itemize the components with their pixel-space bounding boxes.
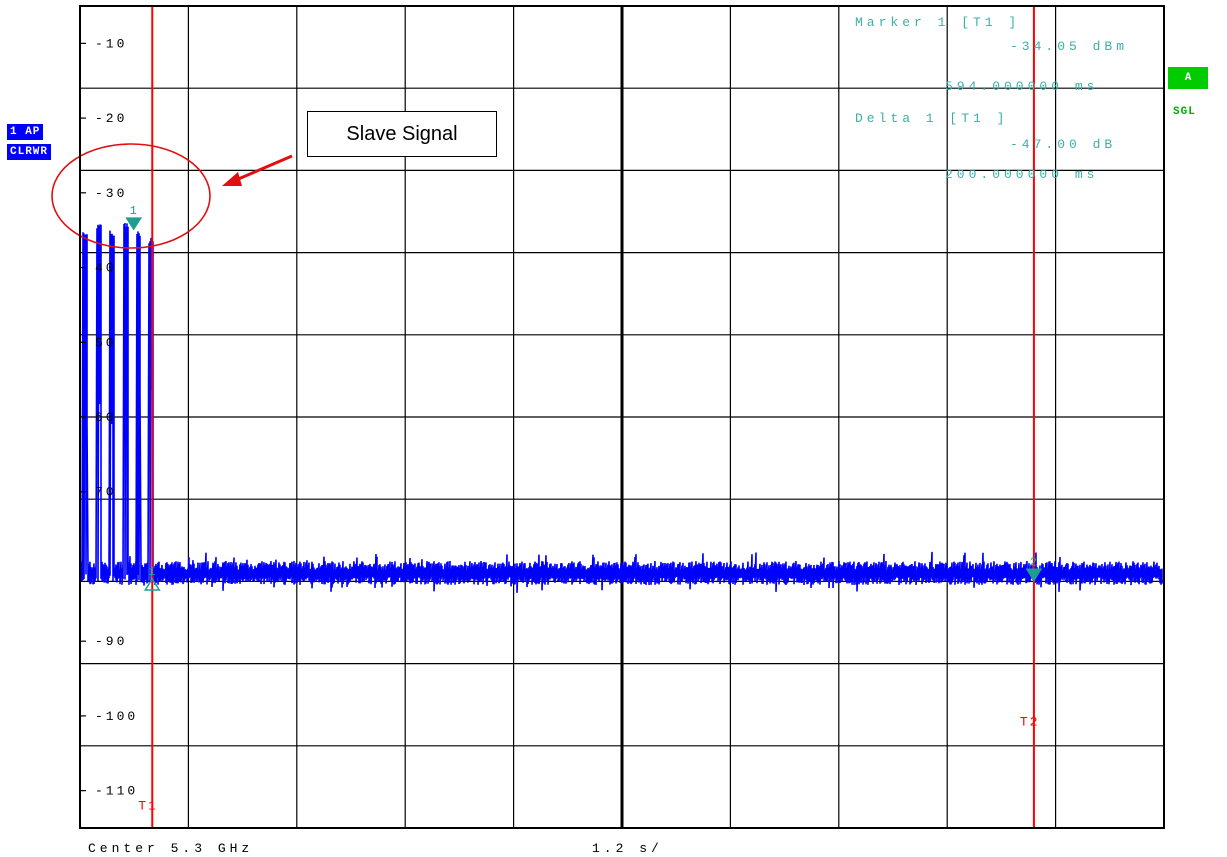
marker-1	[125, 217, 143, 231]
marker-symbols: 1 1 2	[125, 204, 1043, 591]
delta-time: 200.000000 ms	[945, 167, 1098, 182]
delta-marker-1	[143, 577, 161, 591]
sweep-mode-label: SGL	[1173, 106, 1196, 118]
y-tick-label: -100	[95, 709, 138, 724]
delta-title: Delta 1 [T1 ]	[855, 111, 1008, 126]
marker-info: Marker 1 [T1 ] -34.05 dBm 594.000000 ms Del…	[855, 15, 1128, 182]
annotation-marks	[51, 143, 293, 249]
y-tick-label: -20	[95, 111, 127, 126]
grid	[80, 6, 1164, 828]
y-tick-label: -110	[95, 784, 138, 799]
center-frequency-label: Center 5.3 GHz	[88, 841, 254, 856]
marker-title: Marker 1 [T1 ]	[855, 15, 1020, 30]
trace-badge-ap: 1 AP	[7, 124, 44, 140]
callout-arrowhead	[222, 172, 242, 186]
y-tick-label: 50	[95, 335, 117, 350]
y-tick-label: -30	[95, 186, 127, 201]
marker-time: 594.000000 ms	[945, 79, 1098, 94]
marker-1-label: 1	[130, 204, 137, 218]
y-tick-label: -10	[95, 36, 127, 51]
plot-frame	[79, 5, 1165, 829]
sweep-time-label: 1.2 s/	[592, 841, 663, 856]
mode-badge: A	[1168, 67, 1208, 89]
y-tick-labels: -10 -20 -30 40 50 60 70 -90 -100 -110	[80, 36, 138, 799]
trace-1	[80, 222, 1163, 593]
limit-lines: T1 T2	[138, 6, 1040, 828]
y-tick-label: 70	[95, 485, 117, 500]
marker-value: -34.05 dBm	[1010, 39, 1128, 54]
trace-badge-clrwr: CLRWR	[7, 144, 52, 160]
line-t1-label: T1	[138, 798, 158, 813]
y-tick-label: -90	[95, 634, 127, 649]
highlight-ellipse	[51, 143, 211, 249]
slave-signal-callout: Slave Signal	[307, 111, 497, 157]
delta-value: -47.00 dB	[1010, 137, 1116, 152]
delta-marker-2-label: 2	[1030, 555, 1037, 569]
y-tick-label: 40	[95, 261, 117, 276]
delta-marker-2	[1025, 568, 1043, 582]
callout-arrow	[235, 154, 293, 182]
delta-marker-1-label: 1	[148, 565, 155, 579]
y-tick-label: 60	[95, 410, 117, 425]
trace-path	[80, 222, 1163, 593]
line-t2-label: T2	[1020, 715, 1040, 730]
